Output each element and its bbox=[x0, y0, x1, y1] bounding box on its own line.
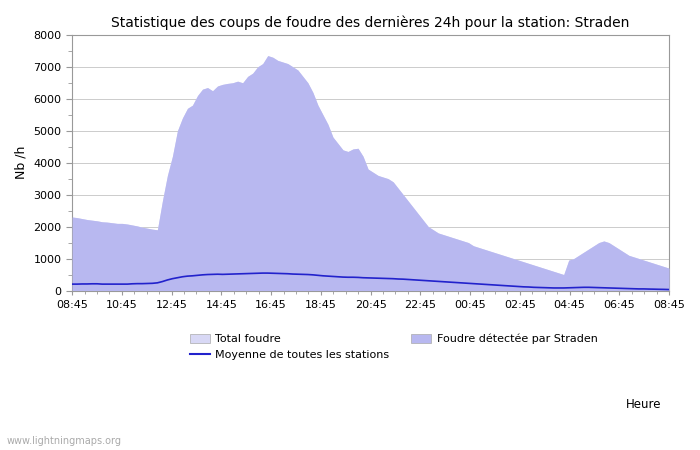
Text: www.lightningmaps.org: www.lightningmaps.org bbox=[7, 436, 122, 446]
Y-axis label: Nb /h: Nb /h bbox=[15, 146, 28, 180]
Title: Statistique des coups de foudre des dernières 24h pour la station: Straden: Statistique des coups de foudre des dern… bbox=[111, 15, 630, 30]
Text: Heure: Heure bbox=[626, 398, 662, 411]
Legend: Total foudre, Moyenne de toutes les stations, Foudre détectée par Straden: Total foudre, Moyenne de toutes les stat… bbox=[185, 329, 602, 364]
